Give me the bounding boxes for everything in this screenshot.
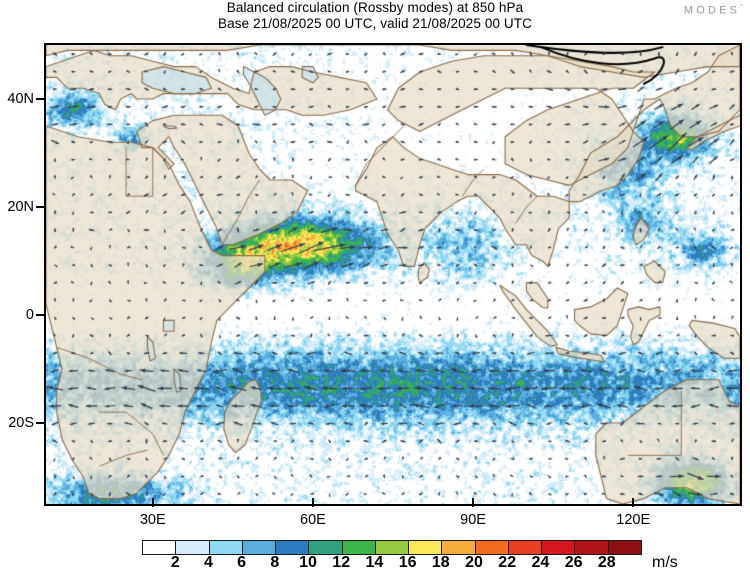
modes-logo: MODES° <box>684 4 743 17</box>
colorbar-tick-label: 14 <box>365 554 384 571</box>
colorbar-tick-label: 22 <box>498 554 517 571</box>
x-axis-label: 30E <box>139 512 166 528</box>
colorbar-tick-label: 26 <box>564 554 583 571</box>
colorbar-swatch <box>409 541 443 554</box>
colorbar-tick-label: 18 <box>431 554 450 571</box>
colorbar-tick-label: 28 <box>597 554 616 571</box>
colorbar-tick-label: 6 <box>237 554 247 571</box>
x-axis-tick <box>472 498 475 507</box>
chart-subtitle: Base 21/08/2025 00 UTC, valid 21/08/2025… <box>218 16 532 31</box>
colorbar-swatch <box>309 541 343 554</box>
map-plot-area <box>44 43 742 506</box>
x-axis-label: 60E <box>300 512 326 528</box>
colorbar-tick-label: 10 <box>299 554 317 571</box>
colorbar-swatch <box>143 541 177 554</box>
colorbar-tick-label: 12 <box>332 554 351 571</box>
colorbar-tick-label: 8 <box>270 554 280 571</box>
colorbar-tick-label: 16 <box>398 554 417 571</box>
colorbar <box>142 540 642 555</box>
y-axis-label: 0 <box>25 307 34 323</box>
x-axis-label: 120E <box>616 512 651 528</box>
colorbar-swatch <box>442 541 476 554</box>
y-axis-label: 40N <box>7 91 34 107</box>
colorbar-tick-label: 4 <box>203 554 213 571</box>
title-block: Balanced circulation (Rossby modes) at 8… <box>0 0 750 32</box>
colorbar-swatch <box>575 541 609 554</box>
y-axis-tick <box>36 314 45 316</box>
colorbar-tick-label: 20 <box>465 554 483 571</box>
y-axis-tick <box>36 98 45 100</box>
x-axis-label: 90E <box>460 512 486 528</box>
colorbar-tick-label: 24 <box>531 554 550 571</box>
x-axis-tick <box>311 498 314 507</box>
colorbar-tick-label: 2 <box>170 554 180 571</box>
y-axis-tick <box>36 206 45 208</box>
y-axis-tick <box>36 422 45 424</box>
colorbar-swatch <box>508 541 543 554</box>
colorbar-swatch <box>375 541 410 554</box>
colorbar-swatch <box>242 541 277 554</box>
colorbar-swatch <box>276 541 310 554</box>
colorbar-swatch <box>209 541 243 554</box>
y-axis-label: 20S <box>8 415 34 431</box>
colorbar-swatch <box>608 541 641 554</box>
modes-logo-text: MODES <box>683 4 741 17</box>
colorbar-swatch <box>176 541 210 554</box>
colorbar-swatch <box>542 541 576 554</box>
x-axis-tick <box>632 498 635 507</box>
modes-logo-mark: ° <box>740 4 743 11</box>
wind-field-map <box>46 45 740 504</box>
x-axis-tick <box>151 498 154 507</box>
y-axis-label: 20N <box>7 199 34 215</box>
colorbar-swatch <box>475 541 509 554</box>
colorbar-units-label: m/s <box>652 554 678 571</box>
colorbar-swatch <box>342 541 376 554</box>
chart-title: Balanced circulation (Rossby modes) at 8… <box>226 0 524 15</box>
